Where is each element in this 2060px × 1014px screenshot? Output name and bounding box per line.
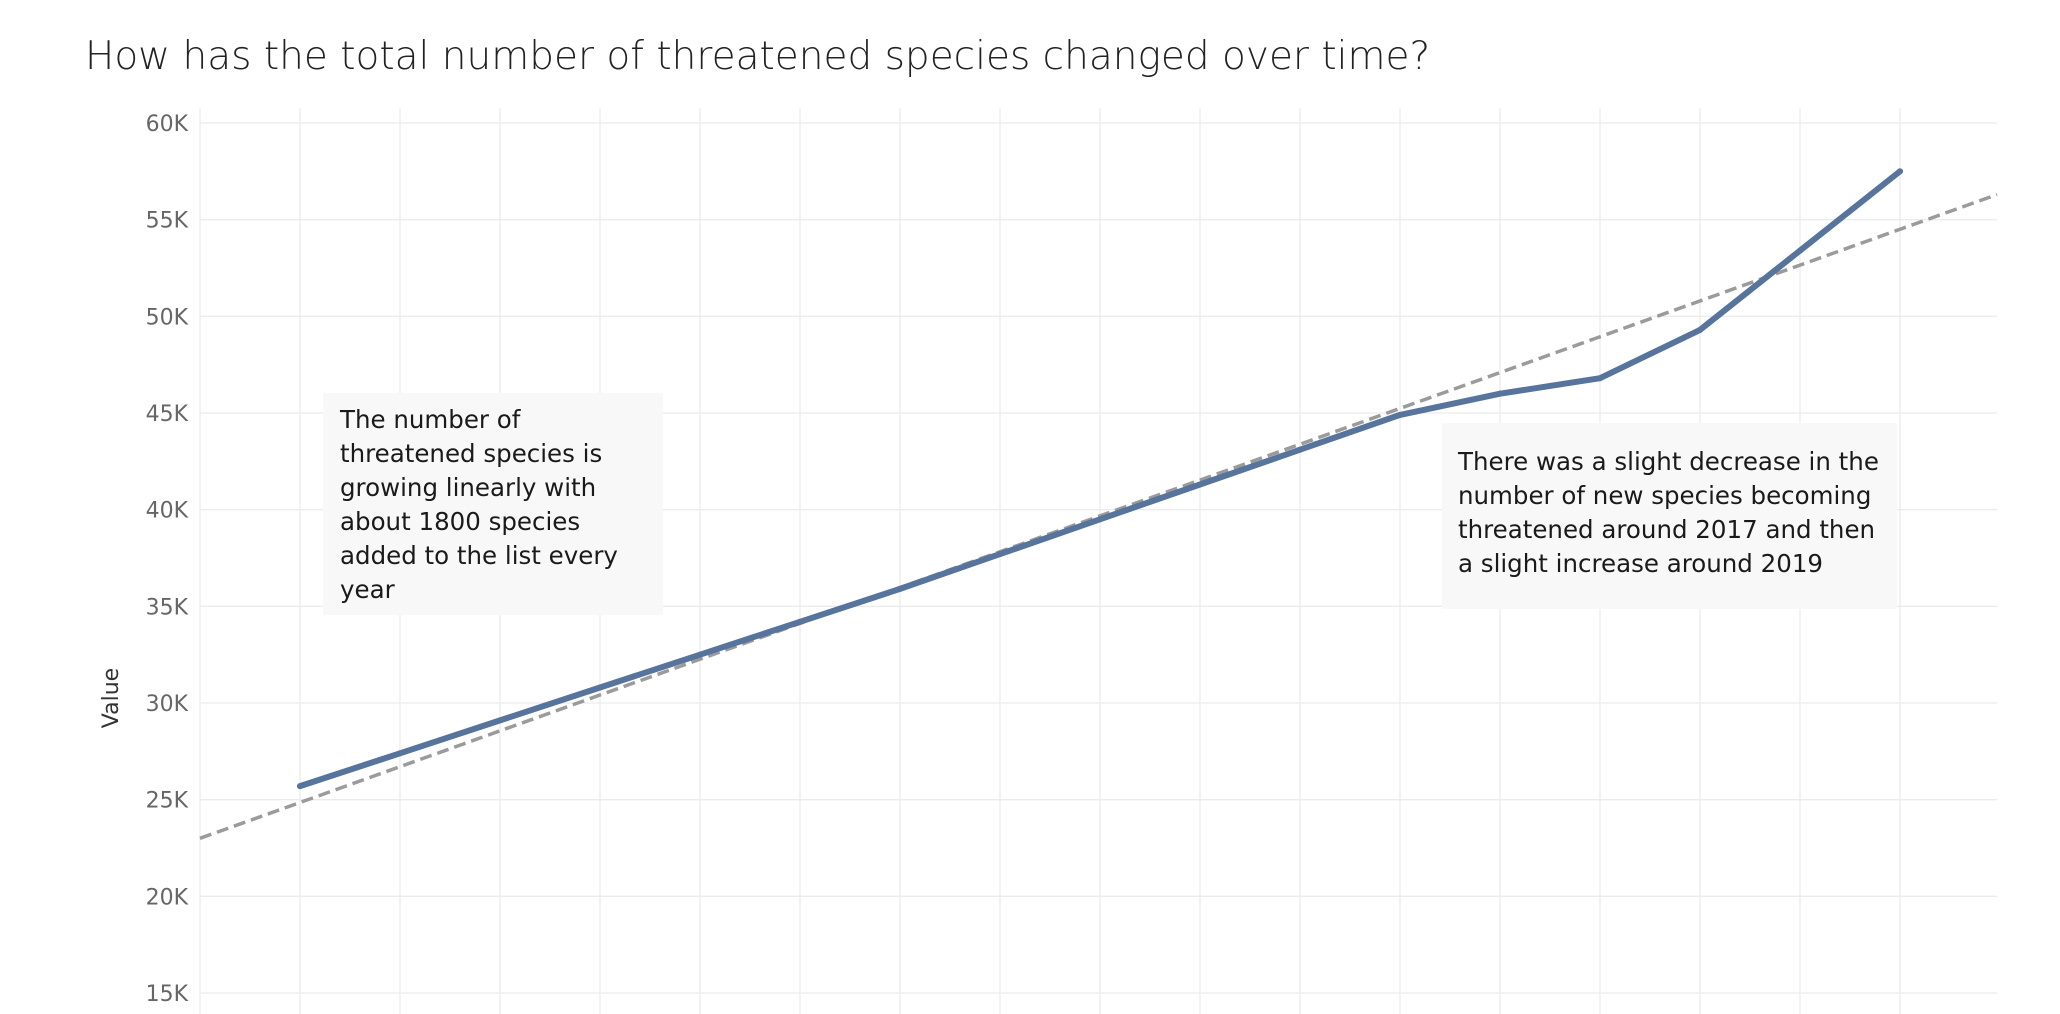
series-layer [199,168,1998,840]
data-point [1697,326,1703,333]
y-axis: 15K 20K 25K 30K 35K 40K 45K 50K 55K 60K [146,112,189,1007]
chart-title: How has the total number of threatened s… [85,34,1431,79]
y-tick-label: 40K [146,499,189,524]
trend-line [199,192,1998,840]
annotation-slight-change: There was a slight decrease in the numbe… [1442,423,1897,609]
data-point [697,651,703,658]
data-point [497,717,503,724]
data-point [1897,168,1903,175]
y-tick-label: 30K [146,692,189,717]
data-point [1297,446,1303,453]
data-point [1497,390,1503,397]
data-point [297,783,303,790]
data-point [1197,481,1203,488]
y-tick-label: 25K [146,789,189,814]
annotation-linear-growth: The number of threatened species is grow… [323,393,663,615]
y-tick-label: 35K [146,595,189,620]
data-point [597,684,603,691]
data-point [397,750,403,757]
data-point [997,551,1003,558]
y-tick-label: 50K [146,305,189,330]
data-point [897,585,903,592]
data-point [1797,247,1803,254]
y-tick-label: 20K [146,885,189,910]
data-point [797,618,803,625]
y-tick-label: 45K [146,402,189,427]
y-axis-title: Value [99,668,124,728]
y-tick-label: 60K [146,112,189,137]
y-tick-label: 15K [146,982,189,1007]
y-tick-label: 55K [146,209,189,234]
data-point [1097,516,1103,523]
data-point [1597,375,1603,382]
data-point [1397,411,1403,418]
